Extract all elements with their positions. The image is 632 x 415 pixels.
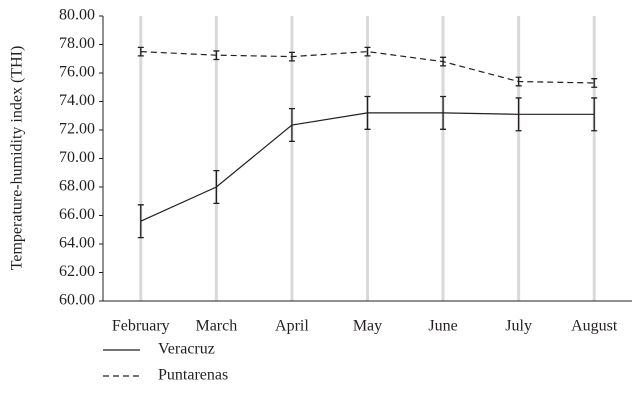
y-tick-label: 70.00	[59, 149, 95, 166]
error-bar	[213, 50, 220, 61]
error-bar	[364, 95, 371, 130]
x-tick-label: May	[353, 318, 382, 335]
error-bar	[515, 97, 522, 132]
x-tick-label: July	[505, 318, 532, 335]
error-bar	[288, 107, 295, 143]
y-tick-label: 72.00	[59, 121, 95, 138]
y-tick-label: 68.00	[59, 178, 95, 195]
error-bar	[591, 78, 598, 88]
error-bar	[288, 51, 295, 62]
y-tick-label: 64.00	[59, 235, 95, 252]
x-tick-label: March	[195, 318, 237, 335]
x-tick-label: February	[112, 318, 170, 335]
error-bar	[213, 169, 220, 205]
y-tick-label: 74.00	[59, 92, 95, 109]
y-tick-label: 80.00	[59, 7, 95, 24]
error-bar	[137, 46, 144, 57]
x-tick-label: April	[275, 318, 309, 335]
error-bar	[440, 56, 447, 67]
y-tick-label: 66.00	[59, 206, 95, 223]
x-tick-label: August	[571, 318, 618, 335]
error-bar	[591, 97, 598, 132]
y-axis-label: Temperature-humidity index (THI)	[9, 46, 26, 271]
x-tick-label: June	[428, 318, 457, 335]
legend-label: Puntarenas	[158, 367, 228, 384]
y-tick-label: 78.00	[59, 35, 95, 52]
error-bar	[515, 76, 522, 87]
error-bar	[137, 204, 144, 239]
legend-label: Veracruz	[158, 341, 215, 358]
error-bar	[440, 95, 447, 130]
error-bar	[364, 46, 371, 57]
y-tick-label: 62.00	[59, 263, 95, 280]
y-tick-label: 60.00	[59, 292, 95, 309]
y-tick-label: 76.00	[59, 64, 95, 81]
